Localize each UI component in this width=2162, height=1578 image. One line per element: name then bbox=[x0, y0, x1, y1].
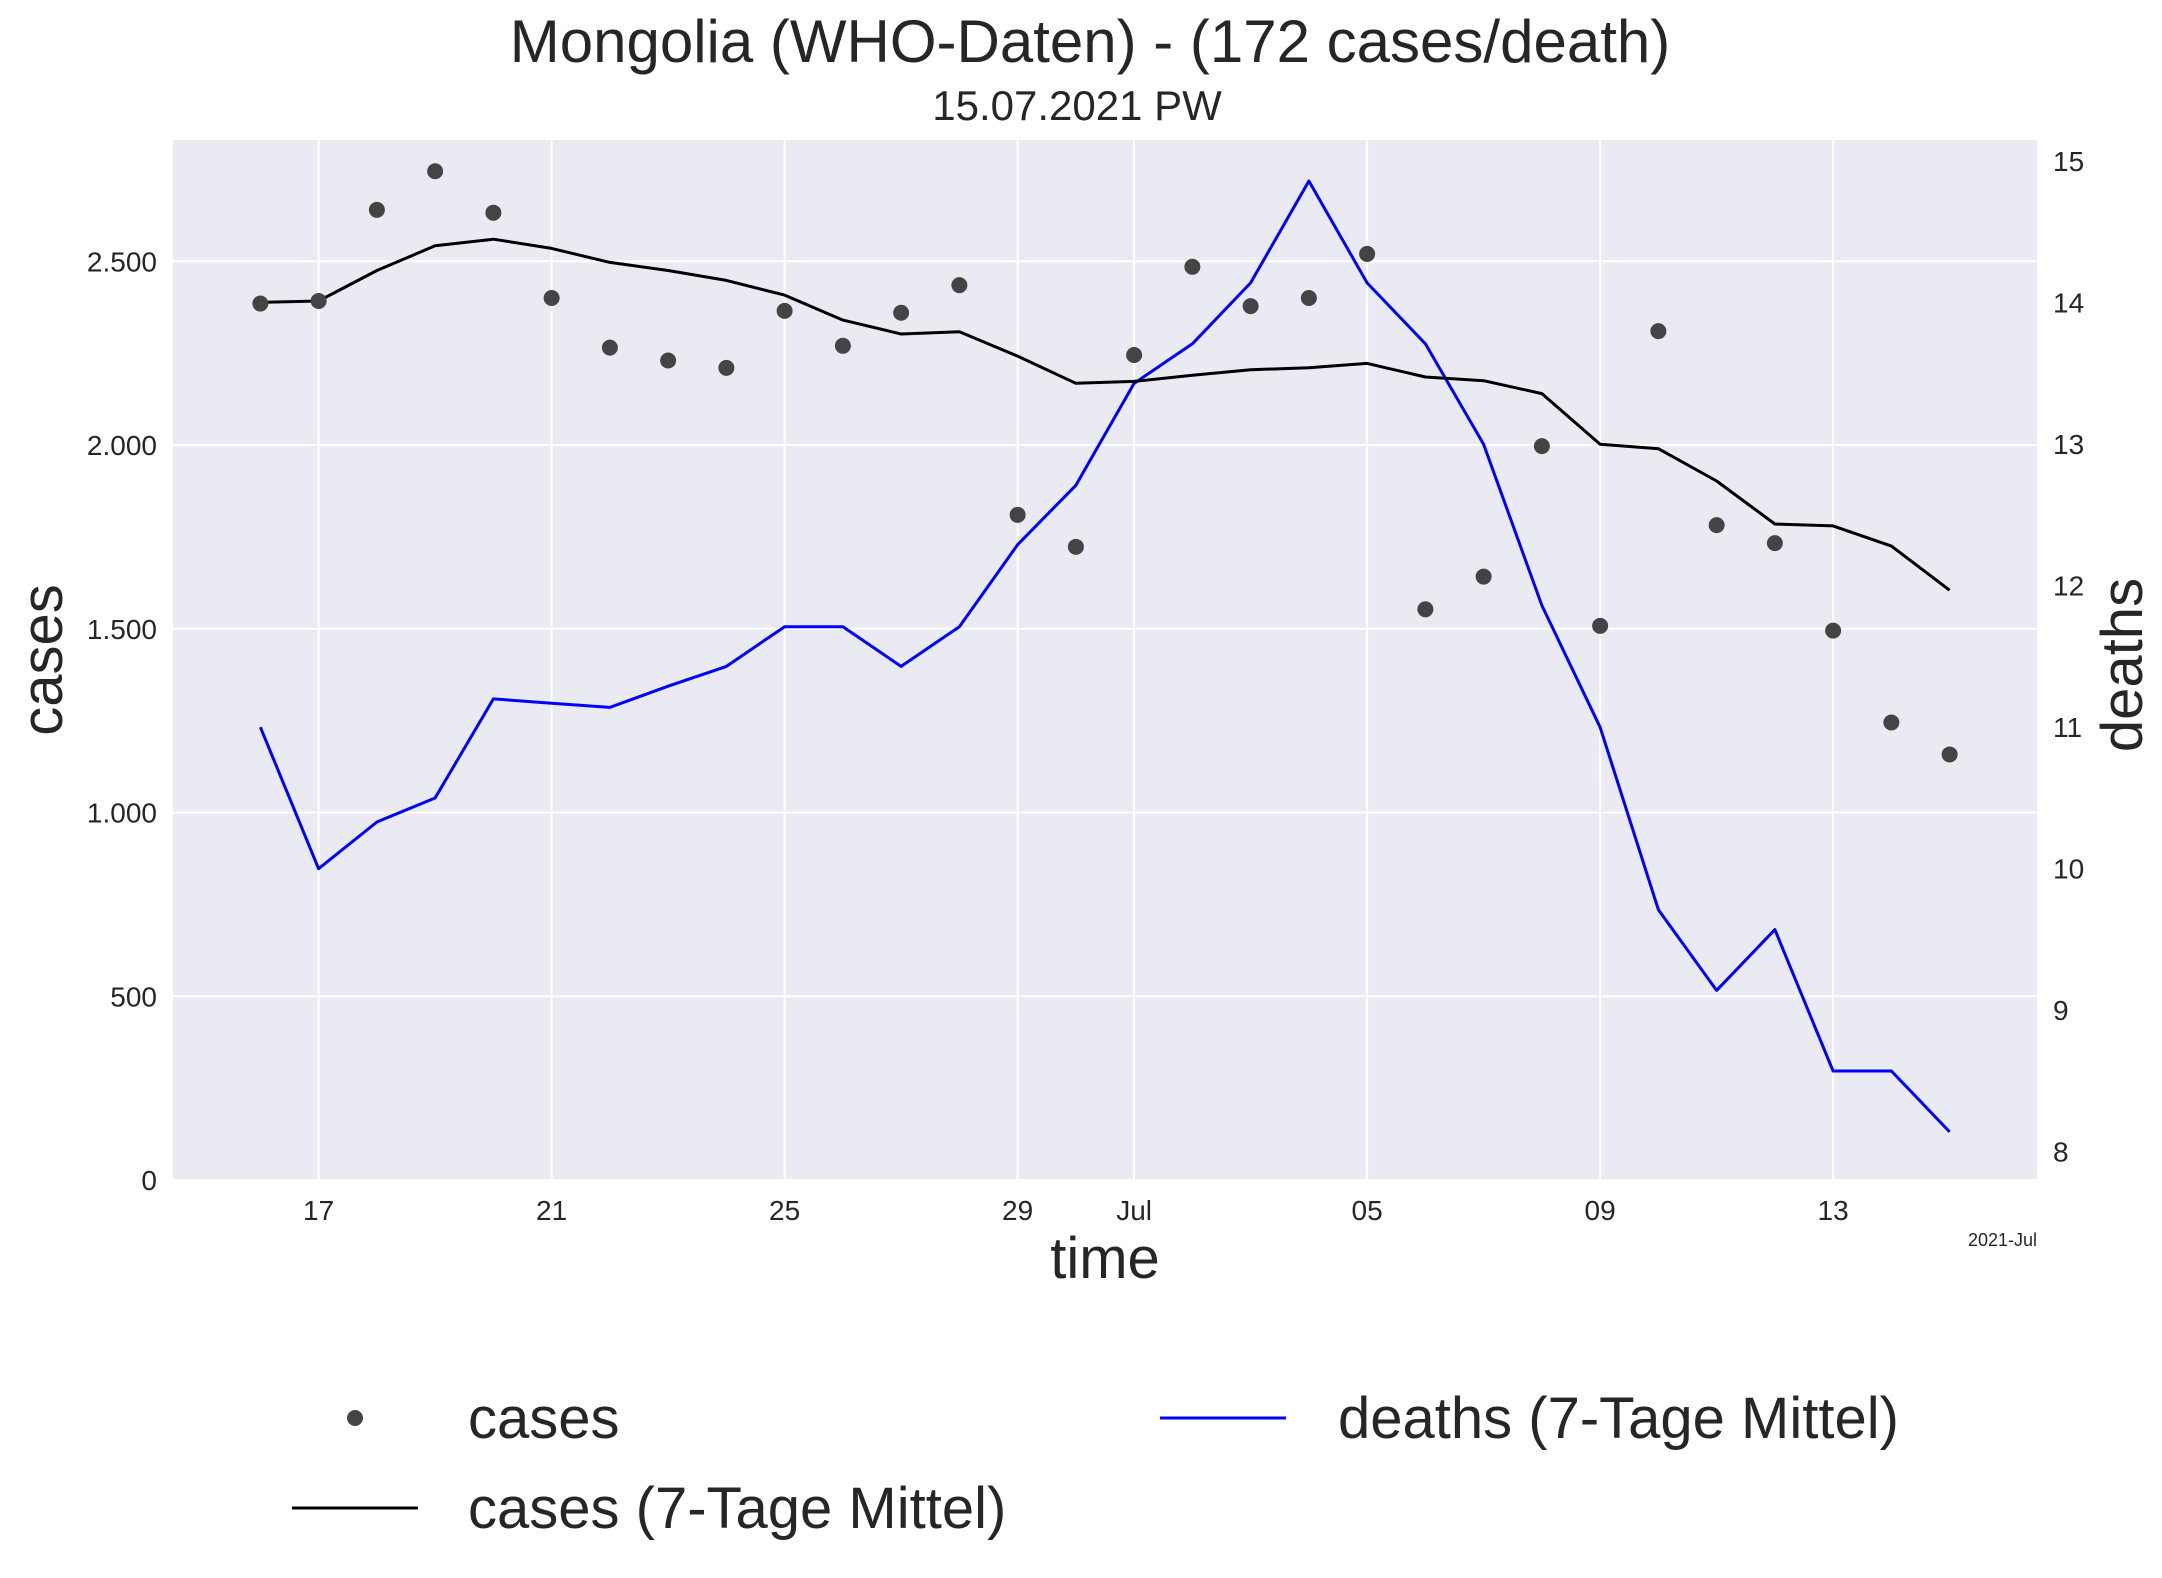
y-right-tick-label: 10 bbox=[2053, 854, 2084, 885]
y-right-tick-label: 9 bbox=[2053, 995, 2069, 1026]
x-tick-label: 09 bbox=[1585, 1195, 1616, 1226]
cases-point bbox=[660, 352, 677, 369]
chart-title: Mongolia (WHO-Daten) - (172 cases/death) bbox=[510, 8, 1670, 75]
cases-point bbox=[1883, 714, 1900, 731]
y-left-tick-label: 1.000 bbox=[87, 798, 157, 829]
x-axis-label: time bbox=[1050, 1226, 1160, 1291]
y-left-tick-label: 500 bbox=[110, 981, 157, 1012]
x-tick-label: 05 bbox=[1352, 1195, 1383, 1226]
y-right-axis-ticks: 8 9 10 11 12 13 14 15 bbox=[2053, 146, 2084, 1167]
cases-point bbox=[1242, 298, 1259, 315]
x-tick-label: 17 bbox=[303, 1195, 334, 1226]
legend: cases cases (7-Tage Mittel) deaths (7-Ta… bbox=[292, 1386, 1899, 1541]
x-offset-label: 2021-Jul bbox=[1968, 1230, 2037, 1250]
chart-subtitle: 15.07.2021 PW bbox=[932, 82, 1222, 129]
x-tick-label: 21 bbox=[536, 1195, 567, 1226]
x-tick-label: 29 bbox=[1002, 1195, 1033, 1226]
cases-point bbox=[776, 302, 793, 319]
cases-point bbox=[1184, 258, 1201, 275]
cases-point bbox=[1533, 438, 1550, 455]
cases-point bbox=[1067, 538, 1084, 555]
legend-label-cases: cases bbox=[468, 1386, 620, 1451]
y-right-tick-label: 11 bbox=[2053, 712, 2082, 743]
cases-point bbox=[718, 359, 735, 376]
legend-label-cases-average: cases (7-Tage Mittel) bbox=[468, 1476, 1006, 1541]
cases-point bbox=[601, 339, 618, 356]
cases-point bbox=[1359, 245, 1376, 262]
cases-point bbox=[1766, 535, 1783, 552]
legend-label-deaths-average: deaths (7-Tage Mittel) bbox=[1338, 1386, 1899, 1451]
cases-average-series bbox=[260, 237, 1951, 592]
cases-average-line bbox=[260, 237, 1951, 592]
y-right-tick-label: 12 bbox=[2053, 571, 2084, 602]
cases-points-series bbox=[252, 163, 1958, 763]
cases-point bbox=[1475, 568, 1492, 585]
y-right-axis-label: deaths bbox=[2090, 578, 2155, 752]
y-left-tick-label: 1.500 bbox=[87, 614, 157, 645]
cases-point bbox=[1650, 323, 1667, 340]
cases-point bbox=[252, 295, 269, 312]
cases-point bbox=[893, 304, 910, 321]
deaths-average-line bbox=[259, 179, 1951, 1133]
cases-point bbox=[1009, 506, 1026, 523]
cases-point bbox=[1592, 617, 1609, 634]
cases-point bbox=[1417, 601, 1434, 618]
cases-point bbox=[1126, 346, 1143, 363]
cases-point bbox=[485, 204, 502, 221]
cases-point bbox=[1825, 622, 1842, 639]
cases-point bbox=[1941, 746, 1958, 763]
y-left-axis-ticks: 0 500 1.000 1.500 2.000 2.500 bbox=[87, 246, 157, 1196]
cases-point bbox=[543, 290, 560, 307]
y-right-tick-label: 14 bbox=[2053, 288, 2084, 319]
deaths-average-series bbox=[259, 179, 1951, 1133]
y-left-tick-label: 2.500 bbox=[87, 246, 157, 277]
cases-point bbox=[834, 337, 851, 354]
y-left-tick-label: 2.000 bbox=[87, 430, 157, 461]
y-right-tick-label: 8 bbox=[2053, 1137, 2069, 1168]
grid-lines bbox=[173, 140, 2037, 1181]
x-axis-ticks: 17 21 25 29 Jul 05 09 13 bbox=[303, 1195, 1849, 1226]
cases-point bbox=[1708, 517, 1725, 534]
y-left-tick-label: 0 bbox=[141, 1165, 157, 1196]
cases-point bbox=[951, 277, 968, 294]
x-tick-label: Jul bbox=[1116, 1195, 1152, 1226]
cases-point bbox=[368, 201, 385, 218]
cases-point bbox=[1300, 290, 1317, 307]
x-tick-label: 25 bbox=[769, 1195, 800, 1226]
x-tick-label: 13 bbox=[1818, 1195, 1849, 1226]
cases-point bbox=[427, 163, 444, 180]
legend-marker-cases bbox=[347, 1410, 363, 1426]
y-right-tick-label: 15 bbox=[2053, 146, 2084, 177]
cases-point bbox=[310, 292, 327, 309]
plot-area bbox=[173, 140, 2037, 1180]
y-left-axis-label: cases bbox=[10, 584, 75, 736]
y-right-tick-label: 13 bbox=[2053, 429, 2084, 460]
